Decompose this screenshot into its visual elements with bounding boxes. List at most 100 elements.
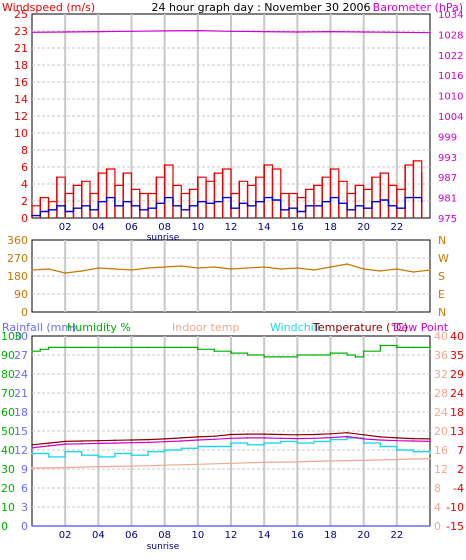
wind-average-series-point: [147, 207, 149, 209]
wind-direction-series-point: [47, 268, 50, 270]
wind-direction-series-point: [346, 263, 348, 265]
barometer-series-point: [396, 31, 398, 34]
dew-point-series-point: [412, 440, 415, 442]
dew-point-series-point: [313, 437, 315, 440]
humidity-series-point: [329, 352, 332, 354]
barometer-series-point: [329, 30, 332, 33]
windspeed-tick-label: 0: [21, 212, 28, 225]
windspeed-axis-title: Windspeed (m/s): [2, 1, 95, 14]
windspeed-tick-label: 21: [14, 42, 28, 55]
dew-point-series-point: [213, 438, 216, 441]
barometer-tick-label: 1004: [438, 112, 463, 123]
x-tick-label: 04: [92, 222, 105, 233]
wind-average-series-point: [163, 196, 166, 199]
barometer-series-point: [296, 31, 299, 33]
indoor-temp-tick-label: 20: [434, 425, 448, 438]
temperature-tick-label: 29: [450, 368, 464, 381]
windchill-series-point: [346, 437, 348, 439]
temperature-series-point: [429, 438, 431, 440]
temperature-series-point: [263, 433, 266, 435]
wind-average-series-point: [139, 209, 141, 211]
dew-point-series-point: [180, 440, 183, 442]
wind-average-series-point: [338, 202, 340, 205]
temperature-series-point: [230, 433, 232, 436]
indoor-temp-tick-label: 16: [434, 444, 448, 457]
temperature-series-point: [246, 433, 249, 435]
dew-point-series-point: [147, 441, 149, 444]
temperature-tick-label: 35: [450, 349, 464, 362]
temperature-series-point: [163, 438, 166, 440]
temperature-tick-label: 18: [450, 406, 464, 419]
barometer-series-point: [64, 31, 66, 33]
wind-direction-series-point: [180, 265, 183, 267]
direction-tick-label: 360: [7, 234, 28, 247]
wind-direction-series-point: [362, 268, 365, 270]
barometer-tick-label: 1028: [438, 30, 463, 41]
humidity-tick-label: 70: [1, 387, 15, 400]
barometer-series-point: [31, 31, 33, 34]
indoor-temp-series-point: [31, 467, 33, 469]
windchill-series-point: [64, 450, 66, 453]
temperature-series-point: [362, 434, 365, 436]
barometer-tick-label: 981: [438, 194, 457, 205]
rainfall-tick-label: 21: [14, 387, 28, 400]
humidity-series-point: [114, 346, 116, 349]
temperature-series-point: [114, 439, 116, 442]
windchill-series-point: [296, 442, 299, 444]
temperature-series-point: [329, 433, 332, 435]
humidity-tick-label: 40: [1, 444, 15, 457]
windchill-series-point: [412, 450, 415, 453]
wind-average-series-point: [105, 196, 108, 199]
wind-average-series-point: [387, 205, 390, 207]
barometer-series-point: [263, 30, 266, 33]
legend-indoor-temp: Indoor temp: [172, 321, 239, 334]
temperature-series-point: [147, 438, 149, 441]
windchill-series-point: [313, 440, 315, 443]
rainfall-tick-label: 3: [21, 501, 28, 514]
windchill-series-point: [396, 449, 398, 451]
x-tick-label: 22: [390, 530, 403, 541]
windchill-series-point: [329, 438, 332, 441]
sunrise-label: sunrise: [147, 542, 180, 552]
wind-direction-series-point: [412, 271, 415, 273]
compass-tick-label: W: [438, 252, 449, 265]
x-tick-label: 16: [291, 222, 304, 233]
x-tick-label: 20: [357, 530, 370, 541]
wind-direction-series-point: [246, 267, 249, 269]
temperature-tick-label: 24: [450, 387, 464, 400]
dew-point-series-point: [230, 437, 232, 440]
wind-direction-series-point: [130, 269, 133, 271]
dew-point-series-point: [346, 435, 348, 438]
windchill-series-point: [263, 442, 266, 444]
windchill-series-point: [31, 452, 33, 455]
windchill-series-point: [47, 456, 50, 458]
windchill-series-point: [362, 442, 365, 444]
wind-average-series-point: [271, 199, 274, 201]
rainfall-tick-label: 15: [14, 425, 28, 438]
temperature-series-point: [213, 435, 216, 438]
wind-average-series-point: [346, 209, 348, 211]
temperature-series-point: [412, 437, 415, 440]
wind-direction-series-point: [31, 269, 33, 271]
dew-point-series-point: [130, 441, 133, 444]
temperature-series-point: [130, 439, 133, 441]
legend-humidity: Humidity %: [67, 321, 131, 334]
dew-point-series-point: [280, 437, 282, 440]
windspeed-tick-label: 10: [14, 127, 28, 140]
legend-windchill: Windchill: [270, 321, 320, 334]
wind-direction-series-point: [396, 268, 398, 270]
wind-average-series-point: [412, 196, 415, 199]
wind-average-series-point: [213, 200, 216, 203]
dew-point-series-point: [379, 439, 382, 441]
dew-point-series-point: [97, 442, 100, 445]
temperature-tick-label: -4: [453, 482, 464, 495]
windspeed-tick-label: 12: [14, 110, 28, 123]
wind-average-series-point: [371, 200, 373, 203]
wind-direction-series-point: [280, 268, 282, 270]
humidity-series-point: [379, 344, 382, 347]
wind-average-series-point: [329, 196, 332, 199]
windchill-series-point: [180, 447, 183, 450]
rainfall-tick-label: 0: [21, 520, 28, 533]
indoor-temp-tick-label: 8: [434, 482, 441, 495]
temperature-series-point: [81, 440, 83, 442]
